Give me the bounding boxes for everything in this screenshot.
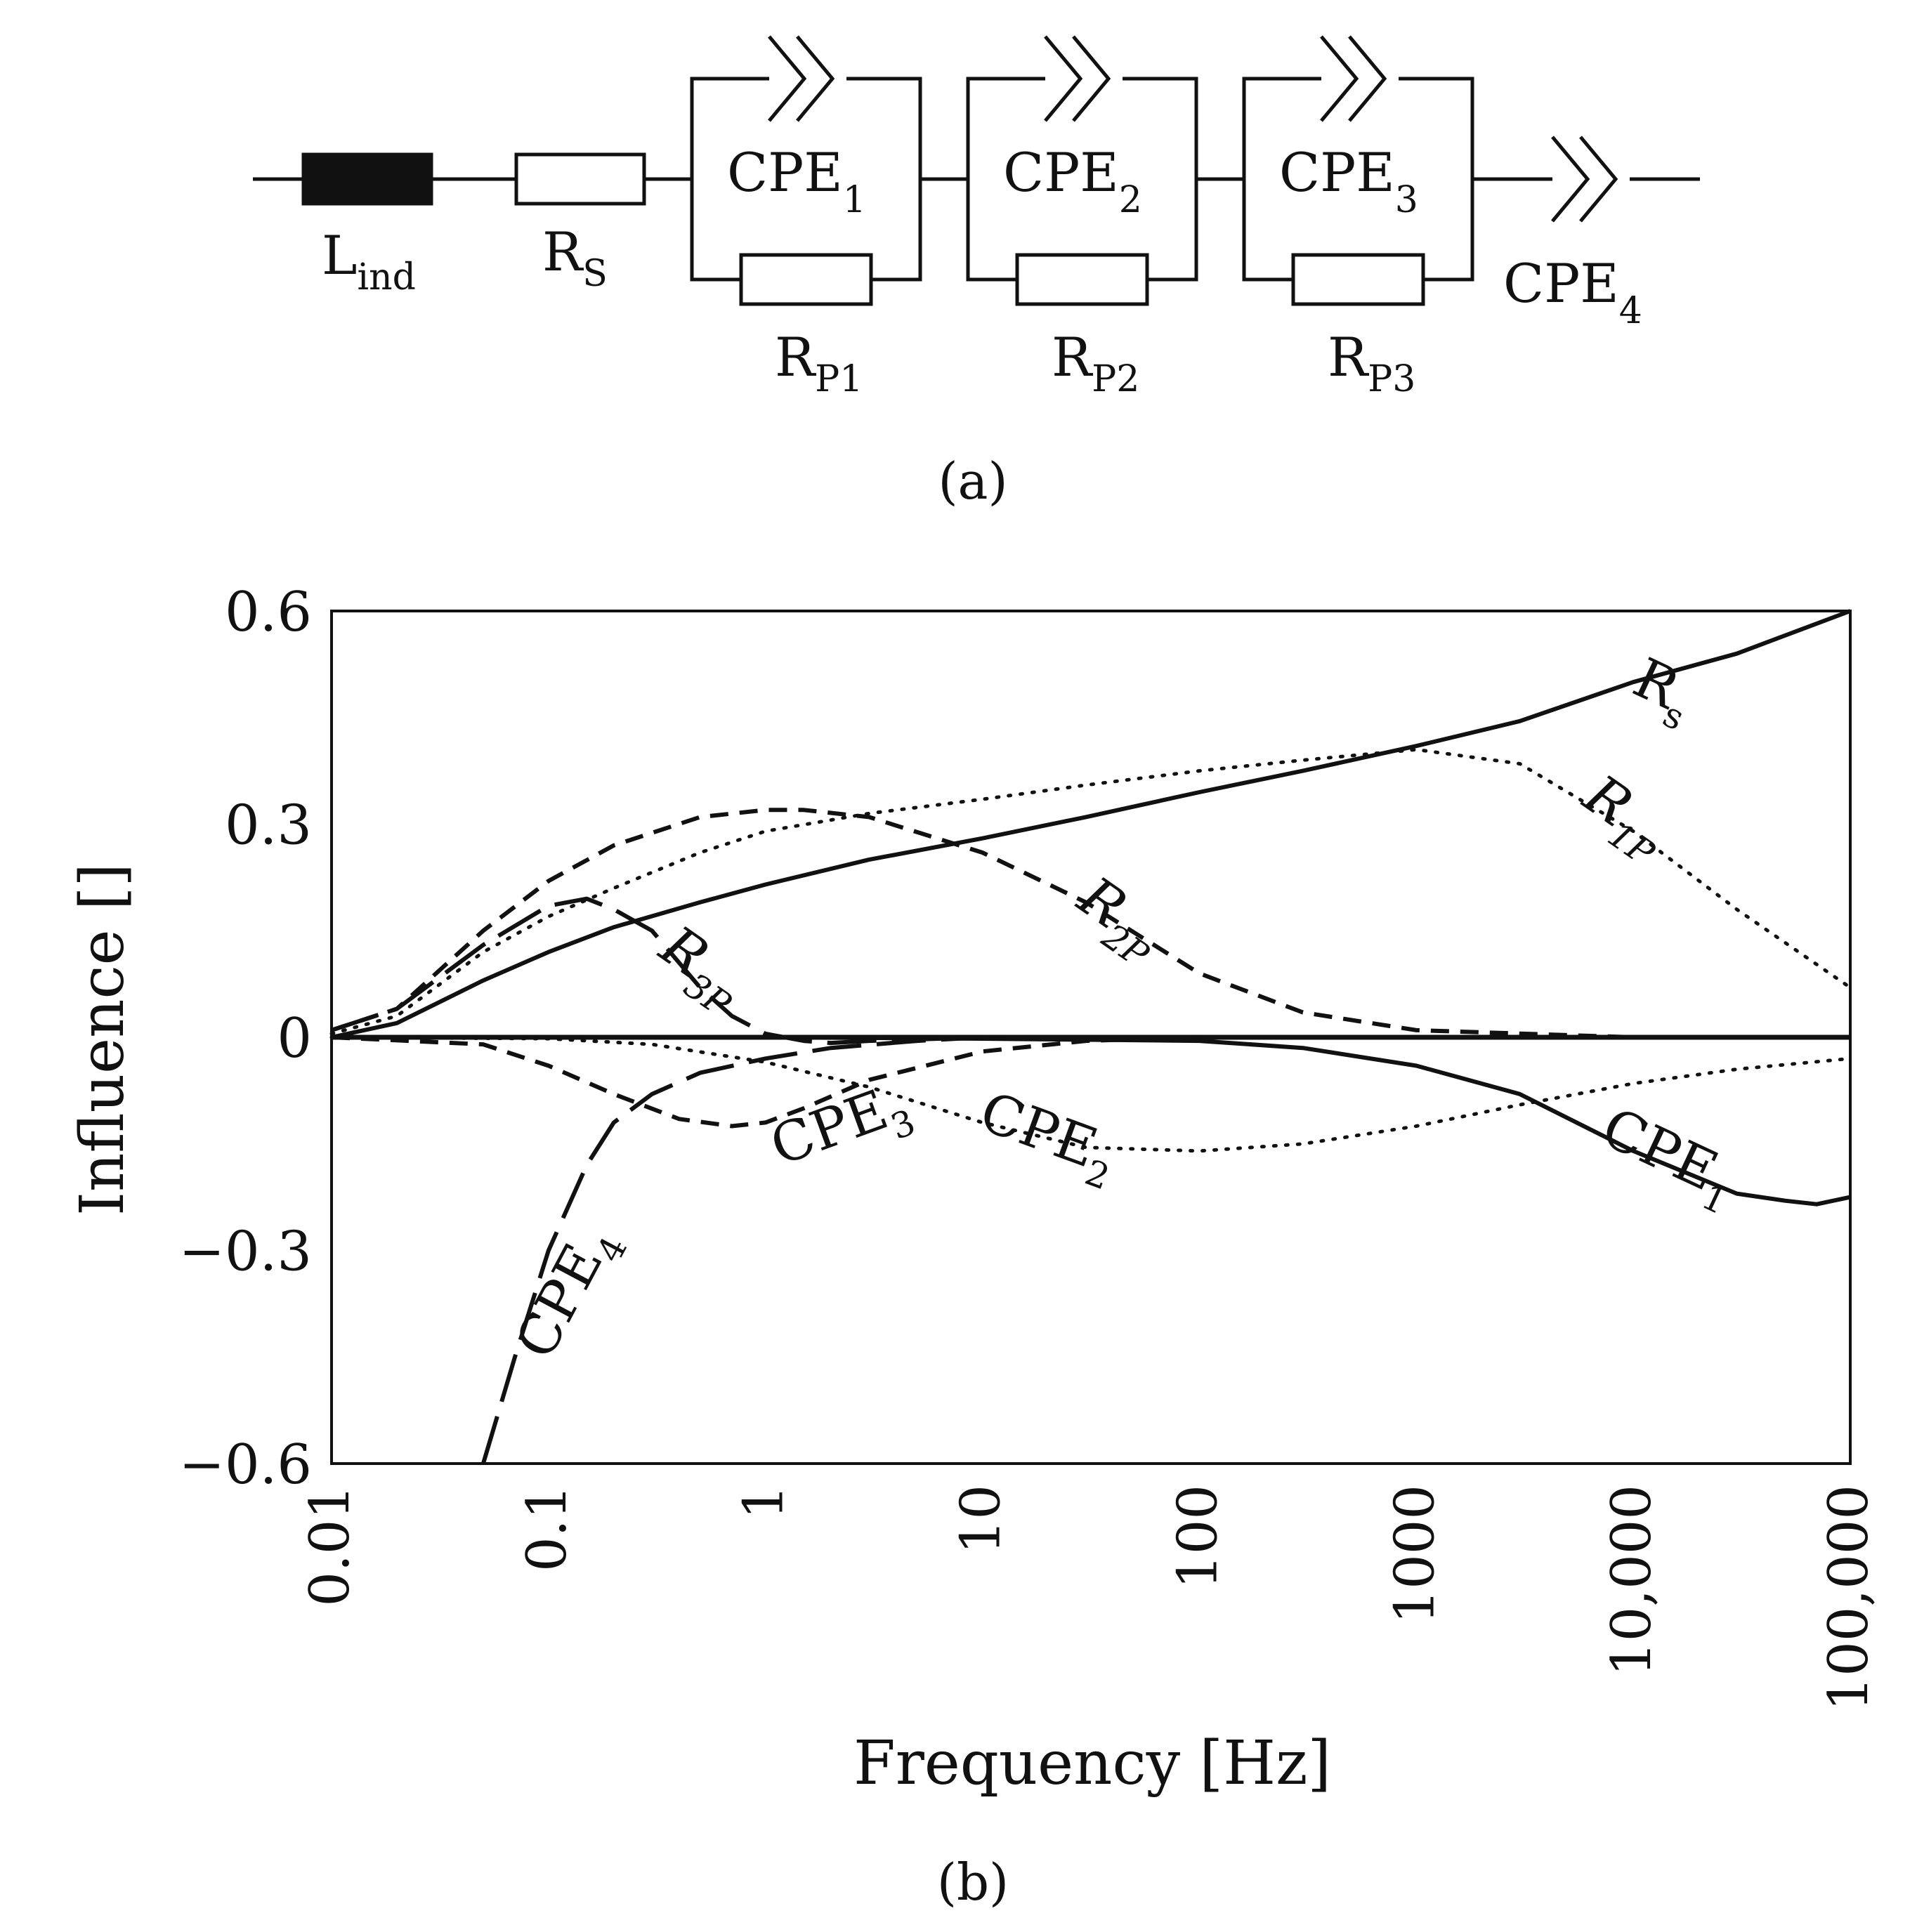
label-rp1: RP1 xyxy=(775,326,863,400)
label-cpe3: CPE3 xyxy=(1279,141,1418,221)
series-resistor-symbol xyxy=(514,152,646,206)
x-tick-label: 100 xyxy=(1166,1485,1229,1589)
series-label-cpe2: CPE2 xyxy=(968,1080,1126,1197)
series-label-cpe1: CPE1 xyxy=(1588,1096,1747,1223)
equivalent-circuit xyxy=(253,35,1700,306)
caption-b: (b) xyxy=(937,1853,1009,1912)
y-tick-label: −0.3 xyxy=(179,1221,312,1284)
x-tick-label: 10 xyxy=(950,1485,1013,1554)
series-label-cpe4: CPE4 xyxy=(504,1214,635,1374)
series-layer xyxy=(329,609,1852,1464)
series-line-cpe4 xyxy=(481,1035,1850,1464)
series-label-r1p: R1P xyxy=(1566,763,1682,874)
parallel-resistor-symbol xyxy=(1291,253,1425,306)
label-series-resistor: RS xyxy=(542,221,608,295)
x-tick-label: 0.01 xyxy=(299,1485,362,1607)
label-rp3: RP3 xyxy=(1328,326,1415,400)
x-tick-label: 0.1 xyxy=(516,1485,579,1572)
y-tick-label: −0.6 xyxy=(179,1433,312,1497)
series-line-r2p xyxy=(331,808,1850,1039)
y-tick-label: 0 xyxy=(277,1007,312,1070)
influence-chart: 0.6 0.3 0 −0.3 −0.60.01 0.1 1 10 100 1000 10,000 10… xyxy=(67,581,1880,1799)
label-inductor: Lind xyxy=(322,224,416,298)
cpe-symbol xyxy=(1044,35,1111,122)
y-tick-label: 0.3 xyxy=(225,794,312,857)
x-axis-title: Frequency [Hz] xyxy=(853,1728,1331,1799)
parallel-resistor-symbol xyxy=(1015,253,1149,306)
inductor-symbol xyxy=(301,152,433,206)
series-line-cpe2 xyxy=(329,1035,1852,1153)
tick-layer: 0.6 0.3 0 −0.3 −0.60.01 0.1 1 10 100 1000 10,000 10… xyxy=(179,581,1880,1711)
label-cpe1: CPE1 xyxy=(727,141,866,221)
x-tick-label: 1 xyxy=(733,1485,796,1520)
label-rp2: RP2 xyxy=(1052,326,1139,400)
parallel-block-3 xyxy=(1242,35,1474,306)
series-line-rs xyxy=(331,609,1852,1039)
label-cpe4: CPE4 xyxy=(1503,252,1642,332)
x-tick-label: 10,000 xyxy=(1600,1485,1663,1676)
caption-a: (a) xyxy=(938,452,1007,511)
parallel-resistor-symbol xyxy=(739,253,873,306)
y-axis-title: Influence [] xyxy=(67,863,138,1216)
series-label-r2p: R2P xyxy=(1060,865,1176,976)
series-label-rs: Rs xyxy=(1620,647,1705,739)
label-cpe2: CPE2 xyxy=(1003,141,1142,221)
cpe-symbol xyxy=(1320,35,1387,122)
cpe-symbol xyxy=(768,35,835,122)
x-tick-label: 1000 xyxy=(1383,1485,1446,1624)
parallel-block-2 xyxy=(966,35,1198,306)
x-tick-label: 100,000 xyxy=(1817,1485,1880,1711)
cpe4-symbol xyxy=(1551,136,1618,223)
series-label-r3p: R3P xyxy=(642,914,758,1025)
y-tick-label: 0.6 xyxy=(225,581,312,644)
series-label-cpe3: CPE3 xyxy=(763,1071,921,1188)
series-line-cpe3 xyxy=(331,1035,1850,1129)
